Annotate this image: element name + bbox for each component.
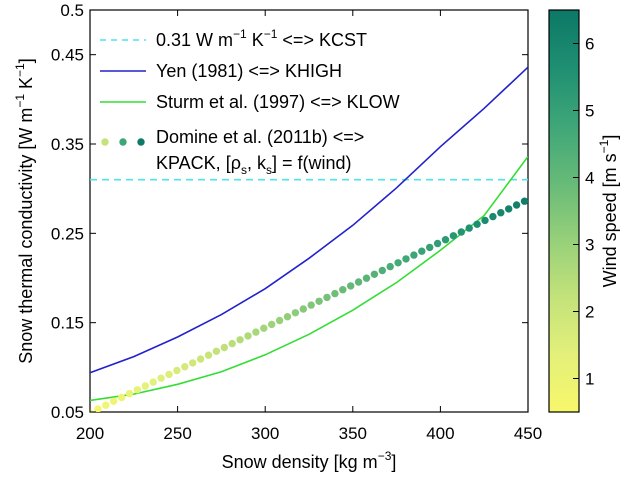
x-axis-label: Snow density [kg m−3] bbox=[222, 449, 397, 472]
series-kpack-point bbox=[244, 332, 252, 340]
series-kpack-point bbox=[165, 370, 173, 379]
x-tick-label: 300 bbox=[251, 424, 279, 443]
data-layer bbox=[90, 66, 528, 412]
colorbar-tick-label: 5 bbox=[585, 102, 594, 121]
legend: 0.31 W m−1 K−1 <=> KCST Yen (1981) <=> K… bbox=[100, 27, 400, 177]
plot-area bbox=[89, 9, 529, 413]
series-kpack-point bbox=[354, 278, 363, 286]
series-kpack-point bbox=[497, 209, 505, 217]
series-kpack-point bbox=[489, 212, 497, 221]
series-kpack-point bbox=[512, 201, 521, 209]
series-kpack-point bbox=[141, 382, 149, 390]
series-kpack-point bbox=[473, 220, 481, 228]
series-kpack-point bbox=[402, 255, 410, 263]
series-kpack-point bbox=[457, 228, 465, 236]
series-kpack-point bbox=[252, 328, 260, 336]
series-kpack-point bbox=[228, 339, 236, 348]
colorbar-tick-label: 2 bbox=[585, 303, 594, 322]
legend-kpack-marker bbox=[119, 138, 127, 146]
series-kpack-point bbox=[331, 289, 339, 298]
series-kpack-point bbox=[315, 297, 323, 305]
series-kpack-point bbox=[291, 309, 300, 317]
series-kpack-point bbox=[110, 397, 118, 405]
series-kpack-point bbox=[481, 216, 489, 225]
legend-kpack-markers bbox=[101, 138, 145, 146]
x-ticks: 200 250 300 350 400 450 bbox=[76, 10, 542, 443]
colorbar-ticks: 1 2 3 4 5 6 bbox=[573, 35, 594, 389]
series-kpack-point bbox=[520, 197, 528, 205]
x-tick-label: 200 bbox=[76, 424, 104, 443]
series-kpack-point bbox=[370, 270, 379, 278]
series-kpack-point bbox=[410, 251, 418, 259]
legend-kpack-marker bbox=[101, 138, 109, 146]
y-tick-label: 0.25 bbox=[51, 224, 84, 243]
series-kpack-point bbox=[260, 324, 268, 332]
legend-kpack-label-line1: Domine et al. (2011b) <=> bbox=[156, 127, 364, 147]
x-tick-label: 450 bbox=[514, 424, 542, 443]
series-kpack-point bbox=[181, 363, 189, 371]
colorbar-tick-label: 3 bbox=[585, 236, 594, 255]
colorbar-tick-label: 1 bbox=[585, 370, 594, 389]
legend-kpack-marker bbox=[137, 138, 145, 146]
series-kpack-point bbox=[125, 389, 134, 398]
series-kpack-point bbox=[133, 386, 142, 394]
y-tick-label: 0.5 bbox=[60, 1, 84, 20]
x-tick-label: 250 bbox=[163, 424, 191, 443]
y-tick-label: 0.15 bbox=[51, 314, 84, 333]
series-kpack-point bbox=[220, 343, 228, 352]
y-tick-label: 0.05 bbox=[51, 403, 84, 422]
legend-kcst-label: 0.31 W m−1 K−1 <=> KCST bbox=[156, 27, 367, 50]
series-kpack-point bbox=[204, 351, 213, 359]
legend-kpack-label-line2: KPACK, [ρs, ks] = f(wind) bbox=[156, 153, 351, 177]
series-kpack-point bbox=[196, 355, 205, 363]
series-kpack-point bbox=[339, 286, 347, 294]
series-kpack-point bbox=[268, 320, 276, 329]
series-kpack-point bbox=[426, 243, 434, 252]
series-kpack-point bbox=[94, 405, 102, 412]
x-tick-label: 350 bbox=[339, 424, 367, 443]
series-kpack-point bbox=[378, 266, 386, 275]
series-kpack-point bbox=[236, 336, 244, 344]
y-tick-label: 0.35 bbox=[51, 135, 84, 154]
series-kpack-point bbox=[449, 232, 458, 240]
series-kpack-point bbox=[189, 359, 197, 367]
series-kpack-point bbox=[418, 247, 426, 255]
series-kpack-point bbox=[173, 366, 181, 375]
series-kpack-point bbox=[157, 374, 165, 382]
series-kpack-point bbox=[299, 305, 307, 313]
colorbar-tick-label: 6 bbox=[585, 35, 594, 54]
series-kpack-point bbox=[386, 262, 394, 271]
series-kpack-point bbox=[212, 347, 221, 355]
series-kpack-point bbox=[323, 293, 331, 302]
legend-khigh-label: Yen (1981) <=> KHIGH bbox=[156, 61, 342, 81]
series-kpack-point bbox=[505, 205, 513, 213]
series-kpack-point bbox=[362, 274, 371, 282]
series-kpack-point bbox=[347, 282, 355, 290]
x-tick-label: 400 bbox=[426, 424, 454, 443]
series-kpack-point bbox=[394, 259, 402, 267]
series-kpack-point bbox=[90, 409, 94, 412]
series-kpack-point bbox=[283, 313, 292, 321]
series-kpack-point bbox=[149, 378, 157, 386]
series-kpack-point bbox=[307, 301, 315, 309]
series-kpack-point bbox=[465, 224, 473, 232]
series-kpack-point bbox=[117, 393, 126, 402]
series-kpack-point bbox=[441, 236, 450, 244]
colorbar-tick-label: 4 bbox=[585, 169, 594, 188]
series-kpack-point bbox=[433, 239, 442, 248]
series-khigh-line bbox=[90, 66, 528, 374]
y-axis-label: Snow thermal conductivity [W m−1 K−1] bbox=[13, 58, 36, 363]
legend-klow-label: Sturm et al. (1997) <=> KLOW bbox=[156, 92, 400, 112]
colorbar bbox=[548, 9, 580, 413]
y-tick-label: 0.45 bbox=[51, 46, 84, 65]
y-ticks: 0.05 0.15 0.25 0.35 0.45 0.5 bbox=[51, 1, 528, 422]
series-kpack-point bbox=[275, 316, 284, 325]
colorbar-label: Wind speed [m s−1] bbox=[597, 135, 620, 288]
series-kpack-point bbox=[102, 401, 110, 409]
